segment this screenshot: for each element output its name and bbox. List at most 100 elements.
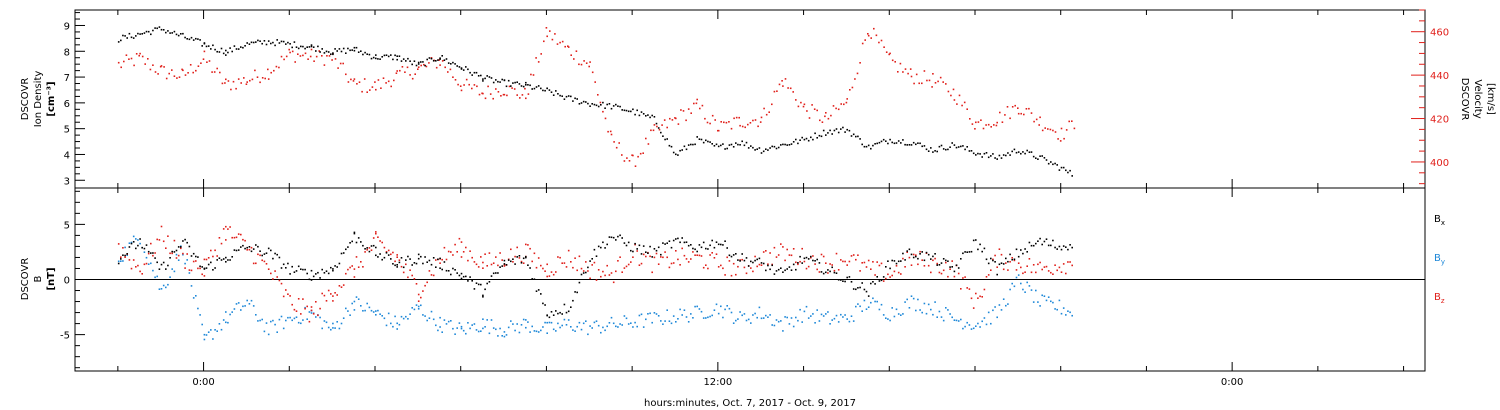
velocity-point [696, 98, 698, 101]
density-point [184, 36, 186, 39]
velocity-point [880, 39, 883, 42]
velocity-point [835, 107, 837, 110]
velocity-point [417, 66, 420, 68]
bz-point [745, 272, 748, 275]
density-point [636, 109, 638, 112]
bx-point [786, 268, 788, 270]
velocity-point [401, 66, 404, 68]
velocity-point [366, 91, 368, 93]
bz-point [597, 269, 600, 271]
bx-point [827, 269, 829, 271]
bx-point [720, 243, 722, 246]
velocity-point [797, 105, 800, 108]
velocity-point [492, 97, 494, 100]
density-point [604, 107, 606, 109]
density-point [291, 46, 293, 49]
bz-point [375, 231, 377, 233]
velocity-point [345, 73, 347, 76]
density-point [606, 103, 608, 106]
by-point [550, 321, 553, 324]
velocity-point [439, 64, 441, 66]
by-point [518, 331, 521, 334]
density-point [960, 145, 962, 148]
bx-point [422, 262, 424, 265]
velocity-point [497, 91, 500, 93]
velocity-point [628, 160, 631, 162]
bx-point [381, 258, 383, 261]
density-point [814, 132, 816, 135]
bx-point [990, 257, 992, 260]
by-point [814, 322, 816, 324]
density-point [812, 138, 814, 141]
density-point [769, 147, 771, 149]
bx-point [908, 248, 911, 251]
by-point [964, 325, 966, 328]
bz-point [977, 297, 979, 299]
velocity-point [240, 82, 242, 84]
density-point [201, 45, 203, 47]
density-point [861, 143, 863, 146]
velocity-point [864, 39, 866, 41]
bx-point [861, 282, 863, 284]
bz-point [259, 254, 261, 257]
by-point [501, 335, 503, 337]
density-point [724, 148, 726, 150]
bx-point [199, 265, 201, 268]
density-point [257, 39, 259, 42]
density-point [786, 144, 788, 146]
by-point [435, 324, 437, 327]
bx-point [267, 247, 270, 250]
velocity-point [1033, 120, 1035, 123]
density-point [833, 129, 836, 132]
bz-point [662, 256, 664, 259]
by-point [897, 313, 900, 315]
density-point [503, 79, 506, 82]
by-point [422, 314, 424, 316]
velocity-point [243, 77, 245, 79]
by-point [561, 324, 563, 327]
bz-point [987, 274, 990, 276]
by-point [632, 326, 634, 328]
by-point [694, 305, 696, 308]
velocity-point [849, 89, 851, 91]
density-point [805, 137, 808, 140]
bz-point [231, 236, 233, 239]
bz-point [619, 256, 621, 258]
bz-point [385, 251, 388, 253]
by-point [565, 324, 568, 326]
bx-point [707, 248, 709, 250]
bz-point [540, 264, 542, 267]
bx-point [979, 243, 981, 246]
density-point [169, 32, 171, 34]
by-point [996, 316, 998, 319]
density-point [597, 105, 600, 108]
by-point [345, 307, 347, 310]
density-point [970, 150, 973, 152]
density-point [394, 54, 396, 57]
bz-point [398, 259, 401, 261]
by-point [891, 307, 893, 309]
density-point [692, 143, 694, 146]
density-point [777, 146, 780, 149]
by-point [885, 317, 887, 319]
bz-point [975, 292, 977, 295]
density-point [915, 143, 917, 146]
bz-point [827, 272, 829, 274]
density-point [825, 134, 827, 136]
bx-point [910, 253, 913, 256]
velocity-point [934, 82, 937, 84]
bx-point [807, 258, 810, 260]
by-point [587, 333, 589, 336]
density-point [484, 77, 486, 80]
velocity-point [285, 55, 288, 58]
bz-point [615, 270, 617, 273]
velocity-point [452, 76, 454, 78]
by-point [132, 235, 135, 238]
bx-point [462, 275, 465, 278]
density-point [773, 145, 776, 148]
bz-point [454, 243, 456, 246]
density-tick-label: 9 [64, 21, 70, 32]
velocity-point [441, 60, 444, 62]
bx-point [912, 256, 915, 259]
bx-point [949, 266, 951, 268]
